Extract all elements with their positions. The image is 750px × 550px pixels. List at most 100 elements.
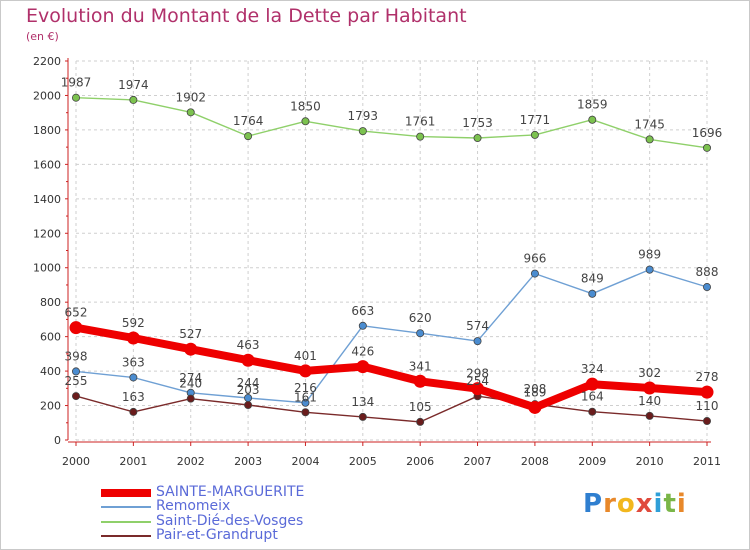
axes: 0 200 400 600 800 1000 1200 1400 1600 1800 2000 220… [33,55,721,468]
logo-letter: t [663,489,677,519]
logo-letter: P [583,489,604,519]
legend-swatch [101,520,151,523]
data-point-sainte-marguerite [413,374,427,388]
data-label-remomeix: 244 [237,376,260,390]
x-tick-label: 2004 [291,455,319,468]
data-point-sainte-marguerite [585,377,599,391]
data-label-pair-et-grandrupt: 134 [351,395,374,409]
y-tick-label: 400 [40,365,61,378]
data-label-remomeix: 663 [351,304,374,318]
data-label-sainte-marguerite: 302 [638,366,661,380]
data-point-saint-di-des-vosges [645,135,654,144]
data-point-sainte-marguerite [471,382,485,396]
data-label-sainte-marguerite: 527 [179,327,202,341]
chart-title: Evolution du Montant de la Dette par Hab… [26,5,467,27]
data-point-remomeix [588,289,597,298]
data-point-pair-et-grandrupt [244,401,253,410]
data-point-sainte-marguerite [126,331,140,345]
data-label-pair-et-grandrupt: 240 [179,377,202,391]
data-label-saint-di-des-vosges: 1771 [520,113,551,127]
data-label-remomeix: 574 [466,319,489,333]
logo-letter: o [616,489,636,519]
data-label-pair-et-grandrupt: 105 [409,400,432,414]
y-tick-label: 1800 [33,124,61,137]
y-tick-label: 600 [40,331,61,344]
x-tick-label: 2001 [119,455,147,468]
data-point-remomeix [72,367,81,376]
x-tick-label: 2002 [177,455,205,468]
data-point-saint-di-des-vosges [703,143,712,152]
data-label-saint-di-des-vosges: 1764 [233,114,264,128]
y-tick-label: 1600 [33,158,61,171]
data-point-sainte-marguerite [700,385,714,399]
data-point-pair-et-grandrupt [186,394,195,403]
data-label-sainte-marguerite: 324 [581,362,604,376]
data-label-sainte-marguerite: 592 [122,316,145,330]
data-label-saint-di-des-vosges: 1745 [634,117,665,131]
legend-swatch [101,506,151,509]
data-label-remomeix: 398 [65,349,88,363]
x-tick-label: 2005 [349,455,377,468]
data-point-remomeix [645,265,654,274]
data-point-saint-di-des-vosges [473,134,482,143]
data-point-pair-et-grandrupt [416,417,425,426]
data-label-sainte-marguerite: 189 [523,385,546,399]
series-lines [72,97,711,423]
data-point-saint-di-des-vosges [301,117,310,126]
legend-swatch [101,534,151,537]
data-label-saint-di-des-vosges: 1761 [405,115,436,129]
logo-letter: i [653,489,664,519]
y-tick-label: 200 [40,400,61,413]
data-label-remomeix: 888 [696,265,719,279]
series-line-saint-di-des-vosges [75,97,708,149]
data-label-pair-et-grandrupt: 164 [581,390,604,404]
x-tick-label: 2008 [521,455,549,468]
y-tick-label: 2200 [33,55,61,68]
logo-letter: i [676,489,687,519]
legend-label: SAINTE-MARGUERITE [156,484,305,500]
chart-subtitle: (en €) [26,30,59,43]
x-tick-label: 2006 [406,455,434,468]
data-point-sainte-marguerite [528,400,542,414]
data-label-remomeix: 216 [294,381,317,395]
data-label-pair-et-grandrupt: 208 [523,382,546,396]
data-label-sainte-marguerite: 426 [351,345,374,359]
data-point-sainte-marguerite [298,364,312,378]
legend-label: Saint-Dié-des-Vosges [156,512,304,529]
legend-label: Remomeix [156,498,231,515]
data-point-saint-di-des-vosges [186,108,195,117]
logo-letter: x [635,489,654,519]
data-point-sainte-marguerite [356,360,370,374]
data-point-pair-et-grandrupt [588,407,597,416]
data-point-pair-et-grandrupt [129,407,138,416]
data-label-remomeix: 274 [179,371,202,385]
data-label-sainte-marguerite: 652 [65,306,88,320]
data-label-remomeix: 849 [581,272,604,286]
legend-swatch [101,489,151,497]
data-point-saint-di-des-vosges [530,130,539,139]
data-point-sainte-marguerite [69,321,83,335]
data-label-pair-et-grandrupt: 140 [638,394,661,408]
data-label-saint-di-des-vosges: 1902 [175,90,206,104]
data-point-saint-di-des-vosges [244,132,253,141]
data-label-pair-et-grandrupt: 163 [122,390,145,404]
x-tick-label: 2011 [693,455,721,468]
y-tick-label: 800 [40,296,61,309]
data-point-sainte-marguerite [184,342,198,356]
data-point-pair-et-grandrupt [72,392,81,401]
data-point-remomeix [129,373,138,382]
data-label-saint-di-des-vosges: 1850 [290,99,321,113]
data-label-saint-di-des-vosges: 1987 [61,76,92,90]
series-points [69,93,714,426]
data-point-saint-di-des-vosges [358,127,367,136]
x-tick-label: 2000 [62,455,90,468]
data-point-remomeix [703,283,712,292]
data-label-remomeix: 989 [638,248,661,262]
y-tick-label: 1200 [33,227,61,240]
y-tick-label: 0 [54,434,61,447]
data-point-saint-di-des-vosges [72,93,81,102]
legend-label: Pair-et-Grandrupt [156,526,278,543]
y-tick-label: 2000 [33,89,61,102]
data-label-sainte-marguerite: 298 [466,367,489,381]
